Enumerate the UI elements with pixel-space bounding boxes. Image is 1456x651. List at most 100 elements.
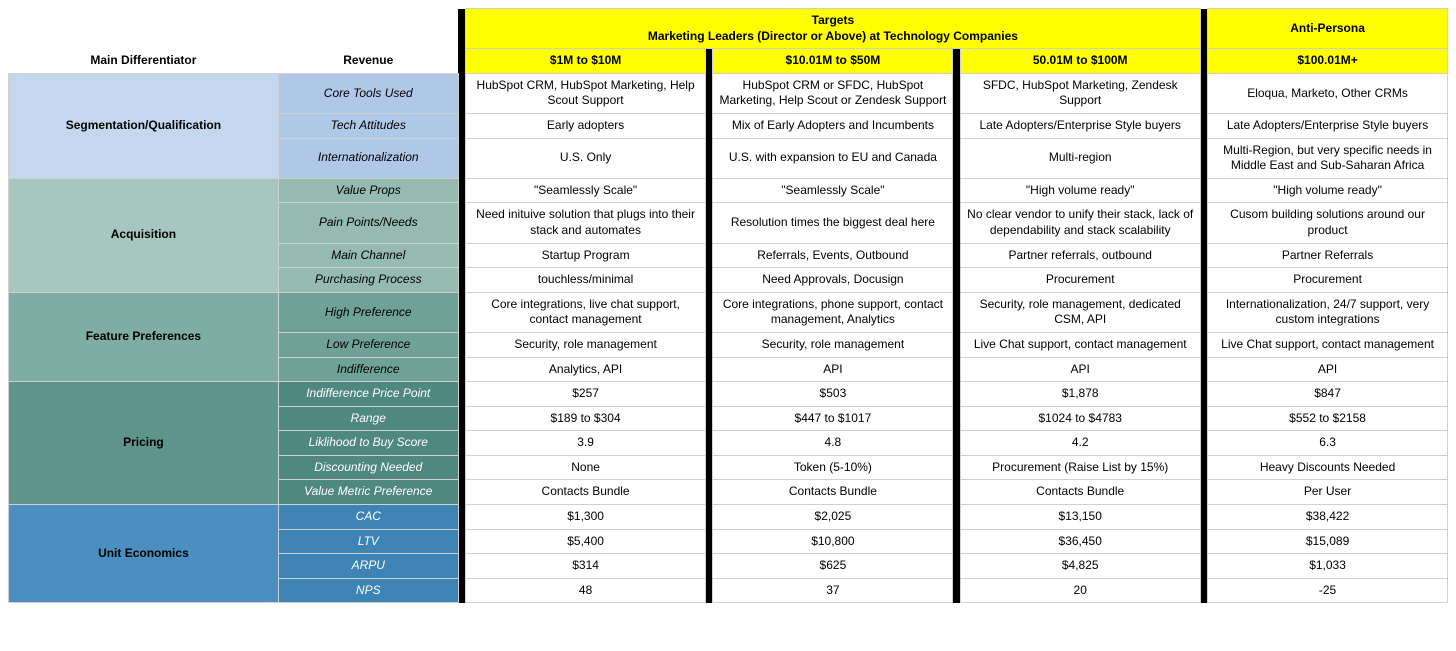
- cell: $257: [466, 382, 706, 407]
- cell: 37: [713, 578, 953, 603]
- cell: SFDC, HubSpot Marketing, Zendesk Support: [960, 73, 1200, 113]
- cell: Early adopters: [466, 113, 706, 138]
- cell: U.S. Only: [466, 138, 706, 178]
- cell: Need Approvals, Docusign: [713, 268, 953, 293]
- cell: Live Chat support, contact management: [1208, 332, 1448, 357]
- subcategory-label: Discounting Needed: [278, 455, 458, 480]
- subcategory-label: LTV: [278, 529, 458, 554]
- cell: Procurement: [1208, 268, 1448, 293]
- cell: Resolution times the biggest deal here: [713, 203, 953, 243]
- subcategory-label: High Preference: [278, 292, 458, 332]
- subcategory-label: Value Props: [278, 178, 458, 203]
- cell: No clear vendor to unify their stack, la…: [960, 203, 1200, 243]
- cell: -25: [1208, 578, 1448, 603]
- cell: touchless/minimal: [466, 268, 706, 293]
- cell: Per User: [1208, 480, 1448, 505]
- main-differentiator-header: Main Differentiator: [9, 49, 279, 74]
- cell: Analytics, API: [466, 357, 706, 382]
- cell: $447 to $1017: [713, 406, 953, 431]
- cell: $1,300: [466, 505, 706, 530]
- cell: Late Adopters/Enterprise Style buyers: [960, 113, 1200, 138]
- cell: $15,089: [1208, 529, 1448, 554]
- targets-subtitle: Marketing Leaders (Director or Above) at…: [472, 29, 1193, 45]
- cell: $552 to $2158: [1208, 406, 1448, 431]
- category-label: Pricing: [9, 382, 279, 505]
- cell: Core integrations, live chat support, co…: [466, 292, 706, 332]
- cell: Late Adopters/Enterprise Style buyers: [1208, 113, 1448, 138]
- cell: 3.9: [466, 431, 706, 456]
- revenue-band-3: 50.01M to $100M: [960, 49, 1200, 74]
- cell: HubSpot CRM or SFDC, HubSpot Marketing, …: [713, 73, 953, 113]
- revenue-band-4: $100.01M+: [1208, 49, 1448, 74]
- cell: $1,878: [960, 382, 1200, 407]
- subcategory-label: Indifference: [278, 357, 458, 382]
- cell: Multi-Region, but very specific needs in…: [1208, 138, 1448, 178]
- anti-persona-header: Anti-Persona: [1208, 9, 1448, 49]
- cell: "High volume ready": [960, 178, 1200, 203]
- subcategory-label: Low Preference: [278, 332, 458, 357]
- cell: $314: [466, 554, 706, 579]
- cell: $5,400: [466, 529, 706, 554]
- cell: Partner referrals, outbound: [960, 243, 1200, 268]
- cell: 20: [960, 578, 1200, 603]
- cell: $2,025: [713, 505, 953, 530]
- cell: Heavy Discounts Needed: [1208, 455, 1448, 480]
- subcategory-label: Liklihood to Buy Score: [278, 431, 458, 456]
- subcategory-label: Core Tools Used: [278, 73, 458, 113]
- cell: None: [466, 455, 706, 480]
- cell: "Seamlessly Scale": [466, 178, 706, 203]
- cell: Mix of Early Adopters and Incumbents: [713, 113, 953, 138]
- cell: Eloqua, Marketo, Other CRMs: [1208, 73, 1448, 113]
- cell: Need inituive solution that plugs into t…: [466, 203, 706, 243]
- cell: Startup Program: [466, 243, 706, 268]
- subcategory-label: CAC: [278, 505, 458, 530]
- revenue-band-2: $10.01M to $50M: [713, 49, 953, 74]
- category-label: Feature Preferences: [9, 292, 279, 381]
- subcategory-label: Pain Points/Needs: [278, 203, 458, 243]
- revenue-band-1: $1M to $10M: [466, 49, 706, 74]
- cell: $625: [713, 554, 953, 579]
- subcategory-label: Purchasing Process: [278, 268, 458, 293]
- cell: $1,033: [1208, 554, 1448, 579]
- subcategory-label: NPS: [278, 578, 458, 603]
- cell: Contacts Bundle: [960, 480, 1200, 505]
- category-label: Unit Economics: [9, 505, 279, 603]
- cell: 48: [466, 578, 706, 603]
- cell: Partner Referrals: [1208, 243, 1448, 268]
- subcategory-label: Value Metric Preference: [278, 480, 458, 505]
- cell: $36,450: [960, 529, 1200, 554]
- category-label: Segmentation/Qualification: [9, 73, 279, 178]
- cell: Cusom building solutions around our prod…: [1208, 203, 1448, 243]
- cell: 4.2: [960, 431, 1200, 456]
- cell: $847: [1208, 382, 1448, 407]
- cell: $10,800: [713, 529, 953, 554]
- cell: API: [960, 357, 1200, 382]
- cell: Live Chat support, contact management: [960, 332, 1200, 357]
- cell: HubSpot CRM, HubSpot Marketing, Help Sco…: [466, 73, 706, 113]
- persona-matrix-table: TargetsMarketing Leaders (Director or Ab…: [8, 8, 1448, 603]
- subcategory-label: Main Channel: [278, 243, 458, 268]
- cell: Internationalization, 24/7 support, very…: [1208, 292, 1448, 332]
- subcategory-label: Indifference Price Point: [278, 382, 458, 407]
- targets-header: TargetsMarketing Leaders (Director or Ab…: [466, 9, 1200, 49]
- cell: U.S. with expansion to EU and Canada: [713, 138, 953, 178]
- cell: $13,150: [960, 505, 1200, 530]
- cell: $1024 to $4783: [960, 406, 1200, 431]
- cell: Security, role management: [466, 332, 706, 357]
- cell: 4.8: [713, 431, 953, 456]
- cell: "High volume ready": [1208, 178, 1448, 203]
- subcategory-label: ARPU: [278, 554, 458, 579]
- subcategory-label: Range: [278, 406, 458, 431]
- cell: Procurement: [960, 268, 1200, 293]
- cell: $503: [713, 382, 953, 407]
- category-label: Acquisition: [9, 178, 279, 292]
- cell: $38,422: [1208, 505, 1448, 530]
- cell: $4,825: [960, 554, 1200, 579]
- cell: Token (5-10%): [713, 455, 953, 480]
- cell: Referrals, Events, Outbound: [713, 243, 953, 268]
- cell: Contacts Bundle: [466, 480, 706, 505]
- cell: "Seamlessly Scale": [713, 178, 953, 203]
- cell: Procurement (Raise List by 15%): [960, 455, 1200, 480]
- targets-title: Targets: [472, 13, 1193, 29]
- cell: Multi-region: [960, 138, 1200, 178]
